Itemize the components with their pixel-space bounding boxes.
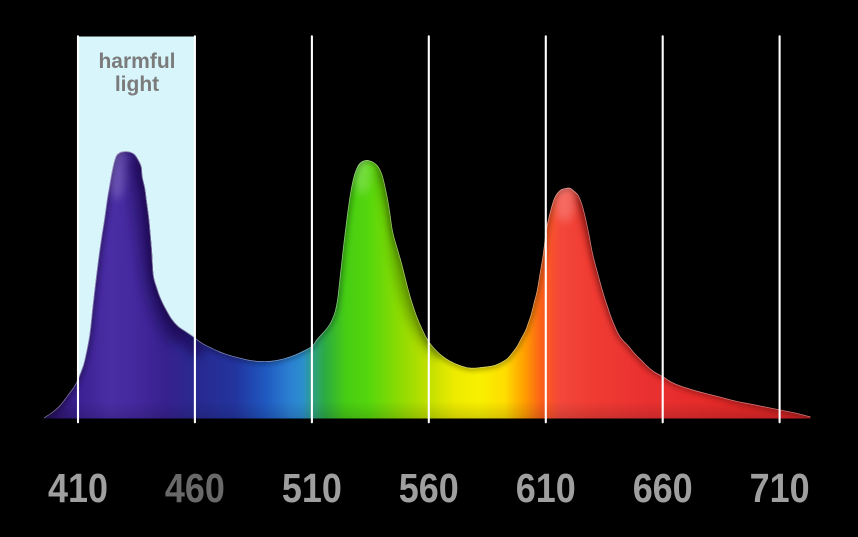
svg-text:510: 510 (282, 465, 342, 511)
svg-text:560: 560 (399, 465, 459, 511)
svg-text:harmful: harmful (98, 50, 175, 73)
svg-text:410: 410 (48, 465, 108, 511)
svg-text:460: 460 (165, 465, 225, 511)
svg-text:light: light (115, 73, 159, 96)
svg-text:660: 660 (633, 465, 693, 511)
svg-text:610: 610 (516, 465, 576, 511)
svg-text:710: 710 (750, 465, 810, 511)
